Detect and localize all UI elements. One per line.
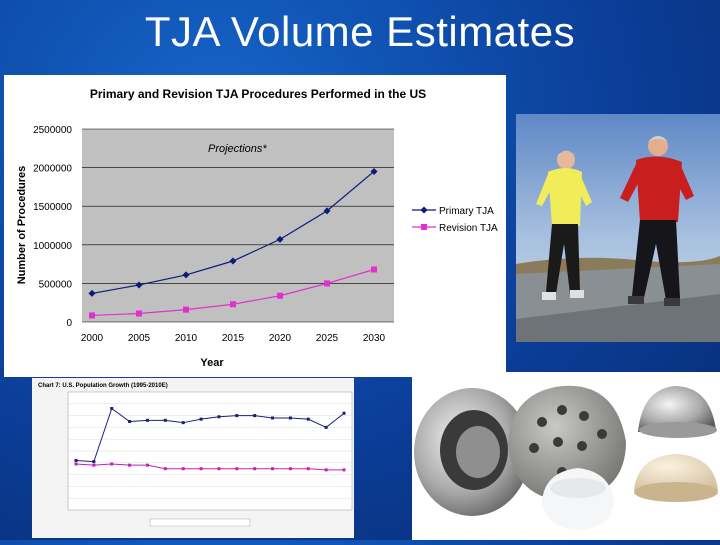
population-data-point [74, 462, 78, 466]
procedures-chart-svg: Primary and Revision TJA Procedures Perf… [16, 87, 498, 369]
population-data-point [271, 467, 275, 471]
joggers-photo-svg [516, 114, 720, 342]
population-data-point [324, 468, 328, 472]
population-data-point [199, 417, 203, 421]
population-data-point [163, 418, 167, 422]
population-series-line [75, 407, 345, 463]
data-point-revision [230, 301, 236, 308]
population-series-line [75, 463, 344, 471]
population-data-point [145, 418, 149, 422]
data-point-primary [370, 167, 378, 175]
population-data-point [235, 414, 239, 418]
data-point-primary [276, 235, 284, 243]
y-tick-label: 0 [66, 318, 72, 329]
population-data-point [342, 468, 346, 472]
population-data-point [92, 460, 96, 464]
plot-area [82, 129, 394, 322]
y-tick-label: 500000 [39, 279, 73, 290]
data-point-revision [324, 280, 330, 287]
population-data-point [253, 414, 257, 418]
population-data-point [199, 467, 203, 471]
data-point-primary [182, 271, 190, 279]
legend-marker-primary [420, 206, 428, 214]
population-data-point [253, 467, 257, 471]
y-axis-label: Number of Procedures [16, 166, 28, 285]
x-tick-label: 2030 [363, 333, 386, 344]
population-data-point [145, 463, 149, 467]
population-chart-svg: Chart 7: U.S. Population Growth (1995-20… [38, 383, 353, 527]
x-tick-label: 2000 [81, 333, 104, 344]
data-point-primary [323, 207, 331, 215]
population-data-point [271, 416, 275, 420]
procedures-chart: Primary and Revision TJA Procedures Perf… [4, 75, 506, 377]
legend-marker-revision [421, 224, 427, 230]
y-tick-label: 2500000 [33, 125, 72, 136]
data-point-revision [277, 292, 283, 299]
population-data-point [128, 463, 132, 467]
x-tick-label: 2010 [175, 333, 198, 344]
population-data-point [306, 417, 310, 421]
data-point-revision [371, 266, 377, 273]
legend-label-revision: Revision TJA [439, 223, 498, 234]
x-axis-label: Year [200, 357, 224, 369]
y-tick-label: 1000000 [33, 241, 72, 252]
chart-title: Primary and Revision TJA Procedures Perf… [90, 87, 426, 101]
population-data-point [306, 467, 310, 471]
slide-title: TJA Volume Estimates [144, 8, 576, 55]
population-chart: Chart 7: U.S. Population Growth (1995-20… [32, 378, 354, 538]
hip-implants-photo-svg [412, 372, 720, 540]
population-data-point [181, 421, 185, 425]
population-data-point [74, 458, 78, 462]
x-tick-label: 2015 [222, 333, 245, 344]
population-data-point [288, 467, 292, 471]
population-data-point [163, 467, 167, 471]
data-point-revision [89, 312, 95, 319]
joggers-photo [516, 114, 720, 342]
population-data-point [92, 463, 96, 467]
population-data-point [324, 425, 328, 429]
y-tick-label: 1500000 [33, 202, 72, 213]
data-point-primary [229, 257, 237, 265]
legend-label-primary: Primary TJA [439, 206, 494, 217]
data-point-primary [135, 281, 143, 289]
hip-implants-photo [412, 372, 720, 540]
data-point-primary [88, 289, 96, 297]
data-point-revision [183, 306, 189, 313]
x-tick-label: 2005 [128, 333, 151, 344]
y-tick-label: 2000000 [33, 164, 72, 175]
population-data-point [288, 416, 292, 420]
population-data-point [110, 462, 114, 466]
population-chart-title: Chart 7: U.S. Population Growth (1995-20… [38, 383, 168, 389]
population-data-point [217, 467, 221, 471]
population-data-point [128, 420, 132, 423]
data-point-revision [136, 310, 142, 317]
population-data-point [342, 411, 346, 415]
x-tick-label: 2025 [316, 333, 339, 344]
population-data-point [235, 467, 239, 471]
x-tick-label: 2020 [269, 333, 292, 344]
population-data-point [217, 415, 221, 419]
population-data-point [181, 467, 185, 471]
projections-annotation: Projections* [208, 143, 267, 155]
population-data-point [110, 407, 114, 411]
